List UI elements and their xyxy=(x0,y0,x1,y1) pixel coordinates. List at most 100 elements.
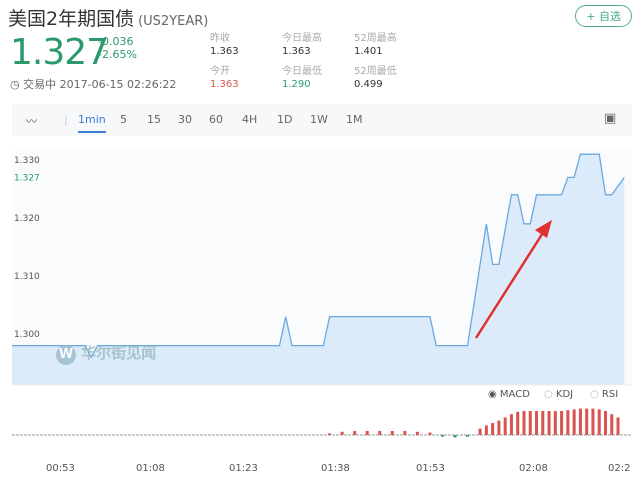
x-tick-label: 02:08 xyxy=(519,463,548,474)
stat-item: 今开 1.363 xyxy=(210,65,239,91)
indicator-macd[interactable]: ◉ MACD xyxy=(488,389,530,400)
macd-bar xyxy=(497,420,501,435)
watermark-logo: W 华尔街见闻 xyxy=(56,342,156,365)
radio-icon[interactable]: ◉ xyxy=(488,389,497,400)
stat-item: 52周最高 1.401 xyxy=(354,32,397,58)
price-chart[interactable]: 1.330 1.320 1.310 1.300 1.327 xyxy=(0,140,640,480)
x-tick-label: 02:2 xyxy=(608,463,631,474)
indicator-rsi[interactable]: ○ RSI xyxy=(590,389,618,400)
chart-type-icon[interactable]: 〰 xyxy=(26,115,37,128)
macd-bar xyxy=(328,433,332,435)
price-line xyxy=(12,153,625,359)
tab-1w[interactable]: 1W xyxy=(310,113,328,126)
stat-label: 52周最高 xyxy=(354,33,397,44)
macd-bar xyxy=(528,411,532,435)
stat-item: 今日最高 1.363 xyxy=(282,32,322,58)
macd-bar xyxy=(484,425,488,435)
macd-bar xyxy=(428,432,432,435)
stat-value: 1.363 xyxy=(210,79,239,90)
clock-icon: ◷ xyxy=(10,78,24,91)
stat-value: 1.363 xyxy=(282,46,311,57)
macd-bar xyxy=(353,431,357,435)
tab-5[interactable]: 5 xyxy=(120,113,127,126)
macd-bar xyxy=(340,431,344,435)
macd-bar xyxy=(440,435,444,437)
stat-label: 今日最低 xyxy=(282,66,322,77)
tab-1min[interactable]: 1min xyxy=(78,113,106,133)
timeframe-toolbar: 〰 | 1min 5 15 30 60 4H 1D 1W 1M ▣ xyxy=(12,104,632,136)
x-tick-label: 00:53 xyxy=(46,463,75,474)
arrow-head-icon xyxy=(535,220,552,238)
macd-bar xyxy=(591,408,595,435)
trading-status: ◷ 交易中 2017-06-15 02:26:22 xyxy=(10,76,176,92)
macd-bar xyxy=(516,411,520,435)
current-price-label: 1.327 xyxy=(14,173,40,183)
macd-bar xyxy=(509,414,513,435)
macd-bar xyxy=(541,411,545,435)
change-value: -0.036 xyxy=(98,35,134,48)
price-area xyxy=(12,154,625,385)
macd-bar xyxy=(522,411,526,435)
tab-15[interactable]: 15 xyxy=(147,113,161,126)
status-text: 交易中 2017-06-15 02:26:22 xyxy=(23,78,177,91)
stat-value: 1.363 xyxy=(210,46,239,57)
x-tick-label: 01:23 xyxy=(229,463,258,474)
instrument-code: (US2YEAR) xyxy=(138,14,209,29)
macd-bar xyxy=(585,408,589,435)
tab-1d[interactable]: 1D xyxy=(277,113,293,126)
add-watchlist-button[interactable]: + 自选 xyxy=(575,5,632,27)
macd-bar xyxy=(378,431,382,435)
page-title: 美国2年期国债 (US2YEAR) xyxy=(8,4,208,31)
stat-label: 今日最高 xyxy=(282,33,322,44)
stat-value: 1.290 xyxy=(282,79,311,90)
macd-bar xyxy=(491,423,495,435)
macd-bar xyxy=(566,410,570,435)
y-tick-label: 1.310 xyxy=(14,272,40,282)
stat-label: 今开 xyxy=(210,66,230,77)
stat-label: 52周最低 xyxy=(354,66,397,77)
radio-icon[interactable]: ○ xyxy=(544,389,553,400)
stat-item: 昨收 1.363 xyxy=(210,32,239,58)
instrument-name: 美国2年期国债 xyxy=(8,8,135,30)
macd-bar xyxy=(616,417,620,435)
divider: | xyxy=(64,113,68,126)
y-tick-label: 1.330 xyxy=(14,156,40,166)
macd-bar xyxy=(610,414,614,435)
stat-value: 1.401 xyxy=(354,46,383,57)
macd-bar xyxy=(365,431,369,435)
stat-item: 52周最低 0.499 xyxy=(354,65,397,91)
macd-bar xyxy=(403,431,407,435)
radio-icon[interactable]: ○ xyxy=(590,389,599,400)
macd-bar xyxy=(415,431,419,435)
macd-bar xyxy=(547,411,551,435)
x-tick-label: 01:08 xyxy=(136,463,165,474)
macd-bar xyxy=(466,435,470,437)
macd-bar xyxy=(597,409,601,435)
stat-label: 昨收 xyxy=(210,33,230,44)
macd-bar xyxy=(572,409,576,435)
price-change: -0.036 -2.65% xyxy=(98,35,137,61)
tab-30[interactable]: 30 xyxy=(178,113,192,126)
indicator-label: KDJ xyxy=(555,389,574,400)
macd-bar xyxy=(478,428,482,435)
stat-item: 今日最低 1.290 xyxy=(282,65,322,91)
tab-4h[interactable]: 4H xyxy=(242,113,258,126)
macd-bar xyxy=(535,411,539,435)
watermark-text: 华尔街见闻 xyxy=(81,344,157,362)
stat-value: 0.499 xyxy=(354,79,383,90)
macd-bar xyxy=(603,411,607,435)
tab-1m[interactable]: 1M xyxy=(346,113,363,126)
tab-60[interactable]: 60 xyxy=(209,113,223,126)
annotation-arrow xyxy=(474,227,548,339)
fullscreen-icon[interactable]: ▣ xyxy=(604,111,617,126)
x-tick-label: 01:38 xyxy=(321,463,350,474)
y-tick-label: 1.300 xyxy=(14,330,40,340)
change-percent: -2.65% xyxy=(98,48,137,61)
macd-bar xyxy=(553,411,557,435)
macd-bar xyxy=(503,417,507,435)
indicator-kdj[interactable]: ○ KDJ xyxy=(544,389,573,400)
macd-bar xyxy=(390,431,394,435)
macd-bar xyxy=(453,435,457,438)
last-price: 1.327 xyxy=(10,32,109,73)
macd-bar xyxy=(560,411,564,435)
